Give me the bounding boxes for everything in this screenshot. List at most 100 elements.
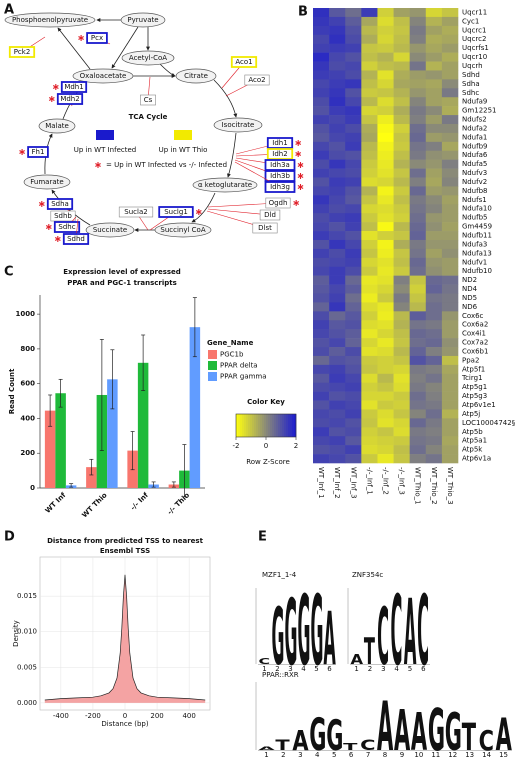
key-gradient (290, 414, 293, 437)
heatmap-cell (345, 454, 362, 464)
row-label: Ppa2 (462, 356, 479, 364)
key-gradient (292, 414, 295, 437)
logo-letter: G (445, 704, 462, 763)
significance-star (54, 236, 61, 242)
metabolite-label: Acetyl-CoA (129, 54, 167, 62)
row-label: Ndufv2 (462, 178, 487, 186)
heatmap-cell (393, 8, 410, 18)
heatmap-cell (425, 248, 443, 259)
logo-letter: T (364, 630, 376, 673)
heatmap-cell (441, 34, 459, 44)
heatmap-cell (393, 382, 410, 392)
logo-letter: G (311, 576, 324, 688)
heatmap-cell (425, 115, 443, 125)
heatmap-cell (441, 248, 459, 259)
enzyme-box (265, 197, 291, 209)
key-title: Color Key (247, 398, 285, 406)
heatmap-cell (425, 150, 443, 160)
heatmap-cell (409, 427, 427, 437)
column-label: -/-_Inf_2 (382, 467, 390, 495)
heatmap-cell (377, 329, 394, 339)
heatmap-cell (441, 61, 459, 71)
x-tick-label: 400 (182, 712, 195, 720)
y-tick-label: 0 (30, 484, 35, 492)
heatmap-cell (361, 409, 378, 419)
heatmap-cell (313, 168, 330, 178)
heatmap-cell (345, 204, 362, 214)
key-gradient (274, 414, 277, 437)
significance-star (48, 96, 55, 102)
heatmap-cell (345, 159, 362, 169)
star-stroke (297, 163, 304, 167)
heatmap-cell (345, 52, 362, 62)
significance-star (95, 162, 101, 168)
heatmap-cell (393, 302, 410, 312)
heatmap-cell (393, 284, 410, 294)
metabolite-node (120, 12, 166, 28)
enzyme-box (56, 93, 84, 105)
heatmap-cell (377, 293, 394, 303)
heatmap-cell (345, 364, 362, 375)
logo-tick-label: 6 (349, 751, 354, 759)
row-label: Uqcr10 (462, 53, 487, 61)
heatmap-cell (393, 168, 410, 178)
row-label: Ndufa3 (462, 240, 487, 248)
key-tick-label: -2 (233, 442, 240, 450)
row-label: ND2 (462, 276, 477, 284)
row-label: Uqcrfs1 (462, 44, 489, 52)
heatmap-cell (409, 88, 427, 98)
heatmap-cell (441, 222, 459, 232)
heatmap-cell (329, 168, 346, 178)
diagram-title: TCA Cycle (129, 113, 168, 121)
heatmap-cell (393, 34, 410, 44)
heatmap-cell (393, 266, 410, 276)
heatmap-cell (409, 382, 427, 392)
heatmap-cell (393, 373, 410, 384)
legend-note: = Up in WT Infected vs -/- Infected (106, 161, 227, 169)
row-label: Ndufv3 (462, 169, 487, 177)
row-label: ND4 (462, 285, 478, 293)
density-line (44, 574, 206, 701)
enzyme-box (8, 46, 36, 58)
heatmap-cell (425, 293, 443, 303)
row-label: Ndufa10 (462, 205, 492, 213)
heatmap-cell (441, 427, 459, 437)
heatmap-cell (329, 115, 346, 125)
row-label: Atp5a1 (462, 437, 487, 445)
row-label: ND6 (462, 303, 478, 311)
heatmap-cell (345, 257, 362, 268)
heatmap-cell (345, 275, 362, 285)
heatmap-cell (393, 79, 410, 89)
column-label: WT_Inf_2 (333, 467, 341, 499)
logo-tick-label: 1 (354, 665, 358, 673)
heatmap-cell (313, 34, 330, 44)
significance-star (38, 201, 45, 207)
heatmap-cell (345, 373, 362, 384)
y-axis-label: Read Count (8, 368, 16, 414)
heatmap-cell (345, 61, 362, 71)
logo-tick-label: 7 (366, 751, 370, 759)
heatmap-cell (377, 97, 394, 107)
row-label: Ndufa5 (462, 160, 487, 168)
heatmap-cell (377, 266, 394, 276)
heatmap-cell (345, 248, 362, 259)
chart-title: Expression level of expressed PPAR and PG… (63, 268, 181, 287)
heatmap-cell (441, 436, 459, 446)
logo-tick-label: 5 (332, 751, 336, 759)
heatmap-cell (425, 454, 443, 464)
heatmap-cell (393, 177, 410, 187)
heatmap-cell (313, 320, 330, 330)
heatmap-cell (361, 311, 378, 321)
heatmap-cell (313, 454, 330, 464)
heatmap-cell (345, 382, 362, 392)
error-bar (110, 349, 115, 410)
key-gradient (240, 414, 243, 437)
heatmap-cell (345, 222, 362, 232)
panel-label: D (4, 530, 15, 545)
logo-letter: G (309, 710, 326, 761)
heatmap-cell (377, 436, 394, 446)
heatmap-cell (345, 320, 362, 330)
heatmap-cell (313, 8, 330, 18)
heatmap-cell (313, 186, 330, 196)
enzyme-box (46, 198, 74, 210)
